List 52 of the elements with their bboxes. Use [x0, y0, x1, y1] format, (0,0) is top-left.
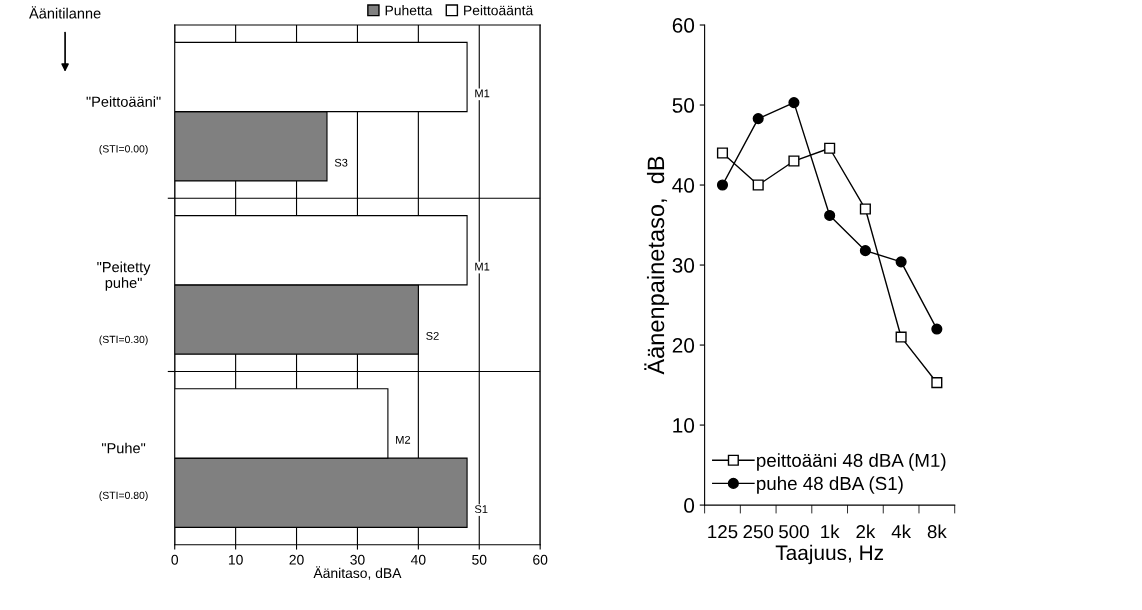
data-label: M2 — [396, 435, 411, 444]
data-label: M1 — [475, 89, 490, 98]
data-label: S2 — [426, 331, 439, 340]
data-label: M1 — [475, 262, 490, 271]
y-tick-label: 20 — [672, 338, 695, 353]
x-axis-title: Taajuus, Hz — [775, 544, 884, 565]
x-tick-label: 125 — [708, 525, 738, 539]
x-tick-label: 20 — [289, 554, 304, 565]
point — [716, 179, 729, 191]
data-label: S1 — [474, 505, 488, 514]
point — [788, 97, 800, 109]
point — [752, 113, 764, 125]
x-tick-label: 60 — [533, 554, 548, 565]
point — [931, 377, 943, 389]
point — [895, 331, 907, 343]
x-tick-label: 250 — [743, 525, 774, 539]
legend-label: Puhetta — [385, 5, 433, 16]
text: Äänitilanne — [29, 6, 101, 19]
y-tick-label: 30 — [672, 258, 695, 273]
x-tick-label: 4k — [891, 524, 912, 539]
x-tick-label: 500 — [779, 525, 809, 539]
y-tick-label: 10 — [673, 418, 695, 433]
legend-label: Peittoääntä — [464, 5, 534, 16]
x-tick-label: 10 — [228, 554, 243, 565]
x-tick-label: 50 — [472, 554, 487, 565]
x-tick-label: 1k — [821, 524, 840, 539]
legend-label: puhe 48 dBA (S1) — [757, 476, 903, 494]
y-tick-label: 0 — [684, 498, 695, 513]
category-label: "Puhe" (STI=0.80) — [99, 442, 148, 502]
y-tick-label: 50 — [672, 98, 695, 113]
category-label: "Peittoääni" (STI=0.00) — [86, 96, 161, 155]
point — [895, 256, 907, 268]
point — [931, 323, 943, 335]
y-tick-label: 60 — [672, 18, 695, 33]
point — [824, 142, 836, 154]
legend-label: peittoääni 48 dBA (M1) — [757, 453, 946, 471]
category-label: "Peitetty puhe" (STI=0.30) — [97, 261, 151, 346]
y-tick-label: 40 — [672, 178, 695, 193]
point — [716, 147, 729, 159]
x-tick-label: 8k — [927, 524, 947, 539]
data-label: S3 — [334, 158, 348, 167]
point — [788, 155, 800, 167]
point — [752, 179, 764, 191]
x-tick-label: 40 — [410, 554, 426, 565]
point — [824, 209, 836, 221]
x-tick-label: 30 — [350, 554, 365, 565]
point — [859, 203, 871, 215]
x-axis-title: Äänitaso, dBA — [313, 566, 402, 580]
x-tick-label: 0 — [171, 554, 179, 565]
point — [859, 245, 871, 257]
y-axis-title: Äänenpainetaso, dB — [644, 156, 669, 375]
x-tick-label: 2k — [856, 524, 876, 539]
